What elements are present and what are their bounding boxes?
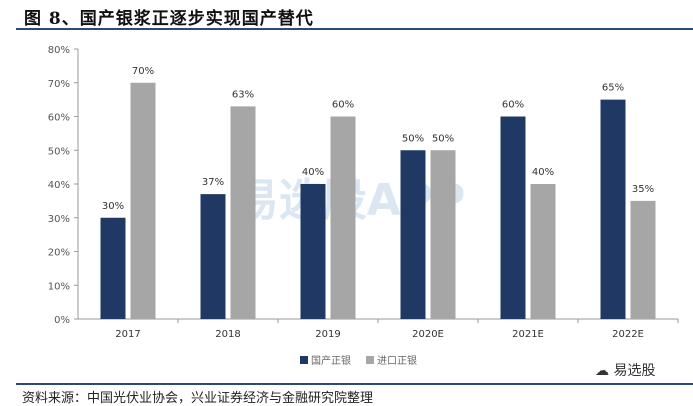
- bar-domestic: [400, 150, 426, 319]
- title-divider: [16, 28, 693, 30]
- bar-import: [130, 82, 156, 319]
- y-tick-label: 80%: [48, 45, 70, 56]
- bar-domestic: [600, 99, 626, 319]
- data-label: 50%: [402, 133, 424, 144]
- x-tick-label: 2022E: [612, 329, 644, 340]
- data-label: 37%: [202, 177, 224, 188]
- bar-import: [430, 150, 456, 319]
- data-label: 63%: [232, 89, 254, 100]
- data-label: 35%: [632, 184, 654, 195]
- bar-domestic: [200, 194, 226, 319]
- y-tick-label: 20%: [48, 248, 70, 259]
- source-divider: [16, 383, 693, 385]
- y-tick-label: 40%: [48, 180, 70, 191]
- figure-title: 图 8、国产银浆正逐步实现国产替代: [24, 9, 314, 29]
- bar-import: [230, 106, 256, 319]
- legend-label: 国产正银: [311, 354, 351, 367]
- y-tick-label: 10%: [48, 281, 70, 292]
- x-tick-label: 2020E: [412, 329, 444, 340]
- brand-mark: ☁ 易选股: [595, 360, 655, 380]
- brand-text: 易选股: [613, 363, 656, 379]
- x-tick-label: 2021E: [512, 329, 544, 340]
- bar-import: [530, 184, 556, 319]
- data-label: 60%: [332, 100, 354, 111]
- x-tick-label: 2019: [315, 329, 340, 340]
- x-tick-label: 2018: [215, 329, 240, 340]
- data-label: 40%: [302, 167, 324, 178]
- source-note: 资料来源：中国光伏业协会，兴业证券经济与金融研究院整理: [22, 391, 374, 406]
- data-label: 60%: [502, 100, 524, 111]
- y-tick-label: 70%: [48, 79, 70, 90]
- y-tick-label: 60%: [48, 113, 70, 124]
- x-tick-label: 2017: [115, 329, 140, 340]
- data-label: 70%: [132, 66, 154, 77]
- bar-domestic: [300, 184, 326, 319]
- y-tick-label: 30%: [48, 214, 70, 225]
- bar-import: [630, 200, 656, 319]
- legend-swatch: [366, 356, 374, 364]
- y-tick-label: 50%: [48, 146, 70, 157]
- y-tick-label: 0%: [54, 315, 70, 326]
- data-label: 40%: [532, 167, 554, 178]
- data-label: 65%: [602, 83, 624, 94]
- bar-import: [330, 116, 356, 319]
- data-label: 50%: [432, 133, 454, 144]
- legend-label: 进口正银: [377, 354, 417, 367]
- data-label: 30%: [102, 201, 124, 212]
- legend-swatch: [300, 356, 308, 364]
- bar-domestic: [100, 217, 126, 319]
- wechat-icon: ☁: [595, 363, 614, 379]
- bar-domestic: [500, 116, 526, 319]
